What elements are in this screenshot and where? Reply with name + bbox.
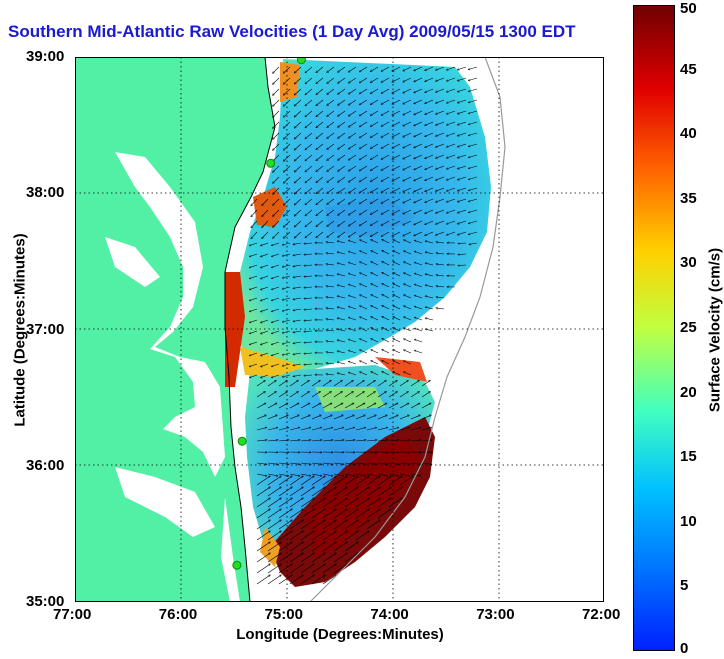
x-axis-label: Longitude (Degrees:Minutes) [236, 626, 444, 643]
radar-station-marker [296, 57, 306, 65]
colorbar-tick-label: 25 [680, 319, 697, 336]
bay-water [115, 152, 225, 477]
colorbar-tick-label: 30 [680, 254, 697, 272]
map-title: Southern Mid-Atlantic Raw Velocities (1 … [8, 22, 576, 41]
colorbar-tick-label: 50 [680, 0, 697, 17]
y-tick-label: 37:00 [26, 320, 65, 338]
velocity-map [75, 57, 604, 602]
colorbar [633, 5, 675, 651]
radar-station-marker [237, 436, 247, 446]
colorbar-tick-label: 15 [680, 448, 697, 466]
colorbar-tick-label: 20 [680, 383, 697, 401]
x-tick-label: 75:00 [264, 606, 303, 623]
radar-station-marker [232, 560, 242, 570]
radar-station-marker [266, 158, 276, 168]
colorbar-tick-label: 40 [680, 125, 697, 143]
x-tick-label: 76:00 [158, 606, 198, 623]
y-axis-label: Latitude (Degrees:Minutes) [11, 233, 29, 427]
colorbar-tick-label: 0 [680, 640, 689, 657]
x-tick-label: 73:00 [476, 606, 515, 623]
y-tick-label: 36:00 [26, 456, 65, 474]
x-tick-label: 74:00 [370, 606, 409, 623]
colorbar-tick-label: 35 [680, 189, 697, 207]
x-tick-label: 72:00 [582, 606, 621, 623]
colorbar-tick-label: 45 [680, 60, 697, 78]
hf-radar-stations [232, 57, 306, 570]
colorbar-label: Surface Velocity (cm/s) [706, 247, 724, 413]
map-plot-area[interactable] [75, 57, 604, 602]
shelf-contour [309, 57, 506, 602]
colorbar-tick-label: 5 [680, 577, 689, 595]
x-tick-label: 77:00 [53, 606, 92, 623]
y-tick-label: 35:00 [26, 593, 65, 610]
colorbar-tick-label: 10 [680, 512, 697, 530]
y-tick-label: 38:00 [26, 184, 65, 202]
coastline [224, 57, 276, 602]
graticule [75, 57, 604, 602]
velocity-vectors [249, 66, 478, 585]
y-tick-label: 39:00 [26, 48, 65, 65]
